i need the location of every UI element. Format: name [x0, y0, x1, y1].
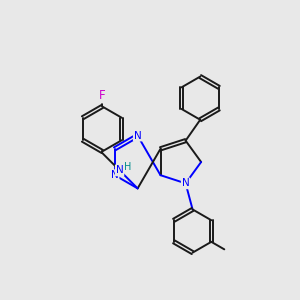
Text: N: N [111, 170, 118, 180]
Text: N: N [134, 130, 142, 141]
Text: N: N [116, 165, 124, 176]
Text: N: N [182, 178, 190, 188]
Text: H: H [124, 162, 132, 172]
Text: F: F [99, 89, 106, 103]
